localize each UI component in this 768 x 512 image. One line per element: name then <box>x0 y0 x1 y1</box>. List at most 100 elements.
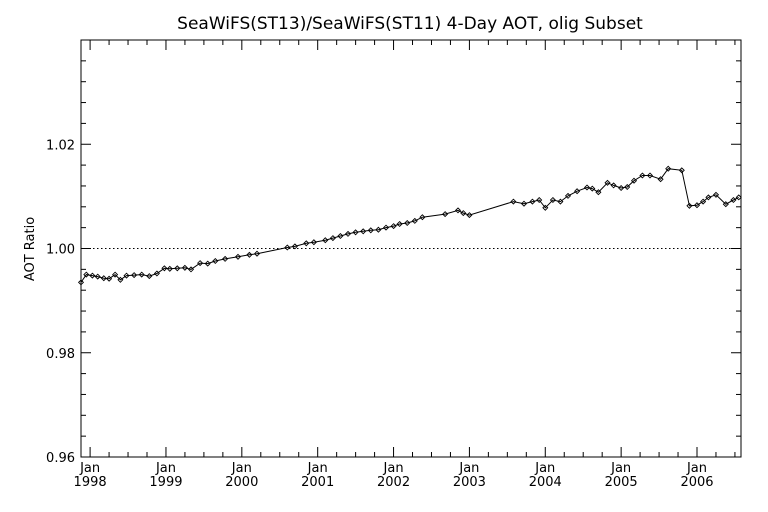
data-point <box>212 257 219 265</box>
data-point <box>234 253 242 260</box>
data-point <box>303 240 310 247</box>
x-tick-year: 2002 <box>377 475 410 490</box>
data-point <box>549 196 556 204</box>
x-tick-year: 2003 <box>453 475 486 490</box>
data-point <box>112 271 119 278</box>
data-point <box>187 266 195 273</box>
data-point <box>131 272 138 279</box>
data-point <box>557 198 564 205</box>
data-point <box>89 272 96 279</box>
data-point <box>520 200 528 207</box>
data-point <box>396 220 403 228</box>
data-point <box>529 198 536 205</box>
data-point <box>705 194 712 201</box>
x-tick-year: 2005 <box>605 475 638 490</box>
x-tick-month: Jan <box>155 461 176 476</box>
data-point <box>352 229 359 236</box>
data-point <box>618 184 625 192</box>
data-point <box>161 265 168 272</box>
data-point <box>360 228 367 235</box>
data-point <box>253 250 261 257</box>
data-point <box>83 271 90 278</box>
data-point <box>106 275 113 282</box>
data-point <box>574 188 581 195</box>
data-point <box>344 230 352 237</box>
data-point <box>411 217 418 224</box>
data-point <box>442 211 449 218</box>
data-point <box>222 255 229 262</box>
data-point <box>735 194 742 201</box>
y-tick-label: 0.96 <box>46 451 75 466</box>
data-point <box>510 198 517 205</box>
data-point <box>404 219 411 227</box>
axis-layer: 0.960.981.001.02Jan1998Jan1999Jan2000Jan… <box>46 39 742 490</box>
data-point <box>117 276 124 283</box>
data-point <box>454 207 462 214</box>
data-point <box>382 224 390 231</box>
data-point <box>630 177 638 184</box>
series-layer <box>77 165 742 286</box>
x-tick-year: 2000 <box>225 475 258 490</box>
data-point <box>460 210 467 217</box>
data-point <box>153 270 160 277</box>
x-tick-month: Jan <box>534 461 555 476</box>
data-point <box>595 189 602 196</box>
data-point <box>291 243 298 250</box>
data-point <box>367 227 374 234</box>
data-point <box>166 265 173 272</box>
data-point <box>337 232 344 240</box>
data-point <box>246 251 253 258</box>
data-point <box>138 271 145 278</box>
data-point <box>197 260 204 267</box>
data-point <box>686 202 693 209</box>
data-point <box>693 202 701 209</box>
data-point <box>419 214 426 221</box>
y-tick-label: 1.00 <box>46 243 75 258</box>
data-point <box>375 226 382 233</box>
data-point <box>204 260 211 267</box>
data-point <box>181 264 188 271</box>
data-point <box>94 273 101 280</box>
y-axis-label: AOT Ratio <box>23 217 38 281</box>
x-tick-month: Jan <box>231 461 252 476</box>
data-point <box>639 172 646 179</box>
data-point <box>536 196 543 204</box>
x-tick-year: 2004 <box>529 475 562 490</box>
x-tick-month: Jan <box>383 461 404 476</box>
data-point <box>146 273 153 280</box>
data-point <box>646 172 654 179</box>
data-point <box>100 275 107 282</box>
data-point <box>542 204 549 211</box>
y-tick-label: 0.98 <box>46 347 75 362</box>
data-point <box>604 179 611 186</box>
data-point <box>329 235 336 242</box>
data-point <box>665 165 672 172</box>
x-tick-month: Jan <box>79 461 100 476</box>
y-tick-label: 1.02 <box>46 138 75 153</box>
data-point <box>564 192 572 199</box>
data-point <box>712 191 720 198</box>
data-point <box>722 201 729 208</box>
data-point <box>310 239 317 246</box>
data-point <box>589 185 596 192</box>
data-point <box>284 244 291 251</box>
x-tick-month: Jan <box>307 461 328 476</box>
x-tick-month: Jan <box>610 461 631 476</box>
data-point <box>322 237 329 244</box>
x-tick-month: Jan <box>686 461 707 476</box>
x-tick-month: Jan <box>458 461 479 476</box>
x-tick-year: 2006 <box>680 475 713 490</box>
x-tick-year: 1998 <box>74 475 107 490</box>
data-point <box>730 196 737 204</box>
data-point <box>610 182 617 189</box>
x-tick-year: 1999 <box>149 475 182 490</box>
x-tick-year: 2001 <box>301 475 334 490</box>
data-point <box>700 198 707 205</box>
data-point <box>466 212 473 219</box>
series-line <box>80 168 739 283</box>
data-point <box>624 183 631 191</box>
data-point <box>678 167 685 174</box>
data-point <box>657 176 664 183</box>
data-point <box>174 265 181 272</box>
